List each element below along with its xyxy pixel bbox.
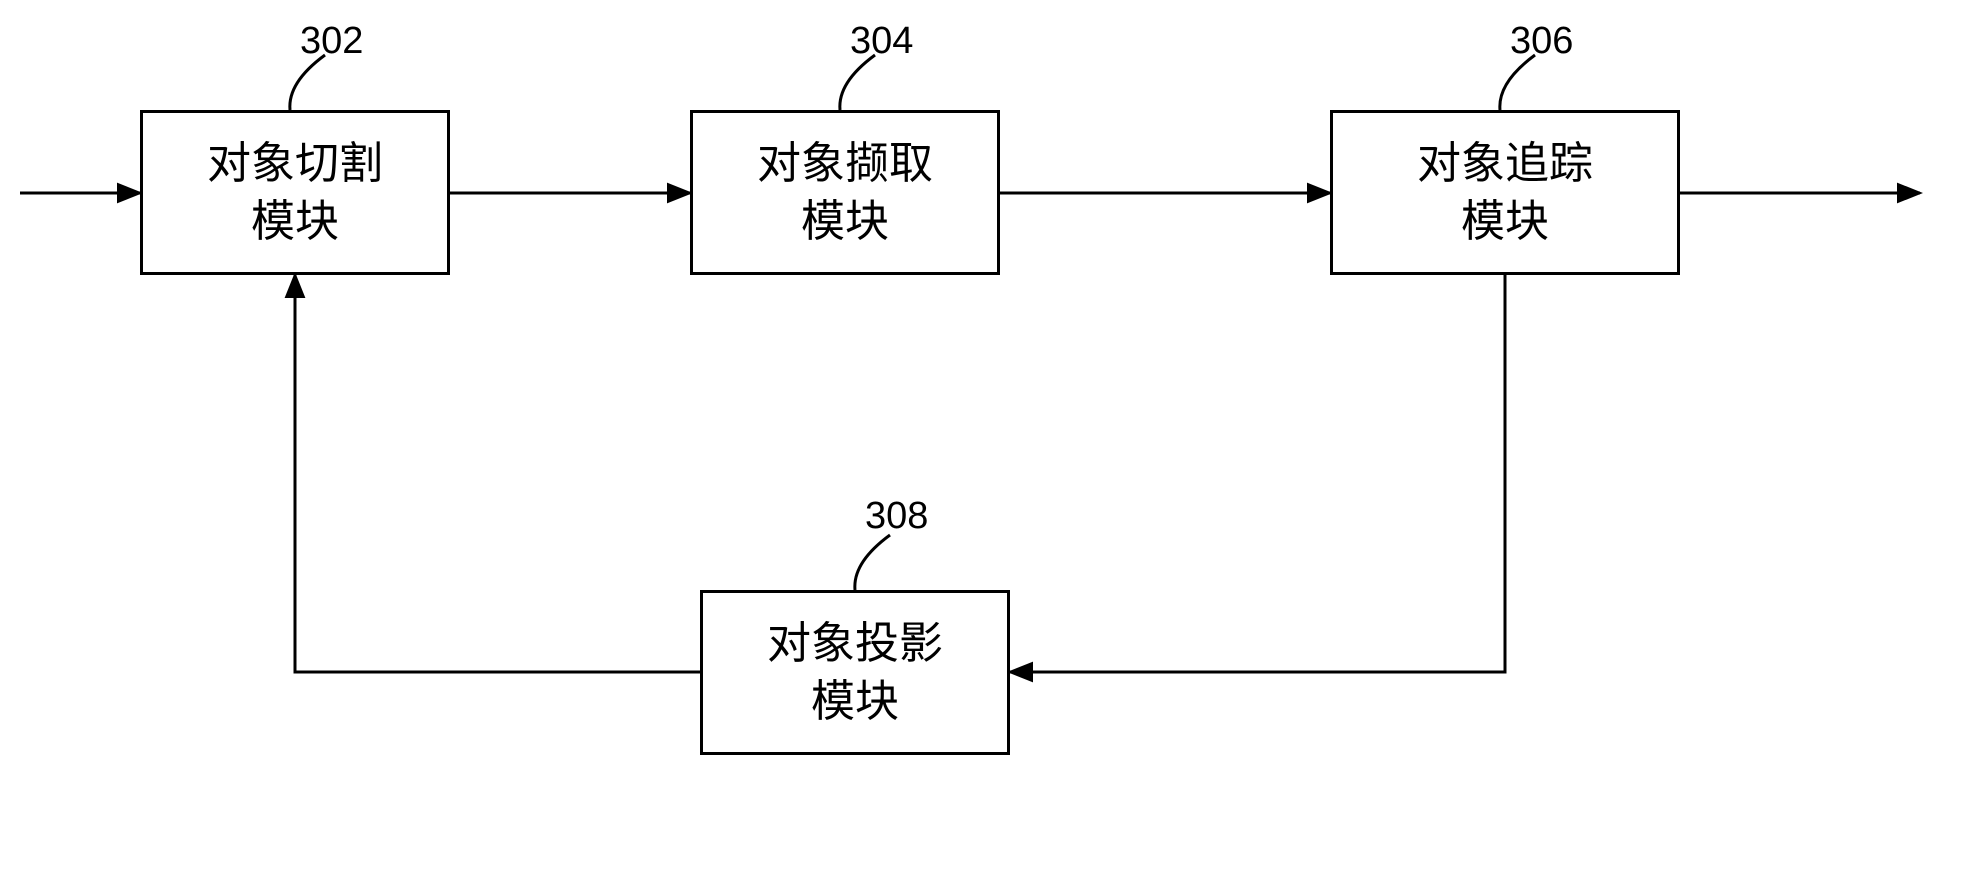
block-diagram: 对象切割 模块 对象撷取 模块 对象追踪 模块 对象投影 模块 302 304 … xyxy=(0,0,1962,880)
connectors-svg xyxy=(0,0,1962,880)
